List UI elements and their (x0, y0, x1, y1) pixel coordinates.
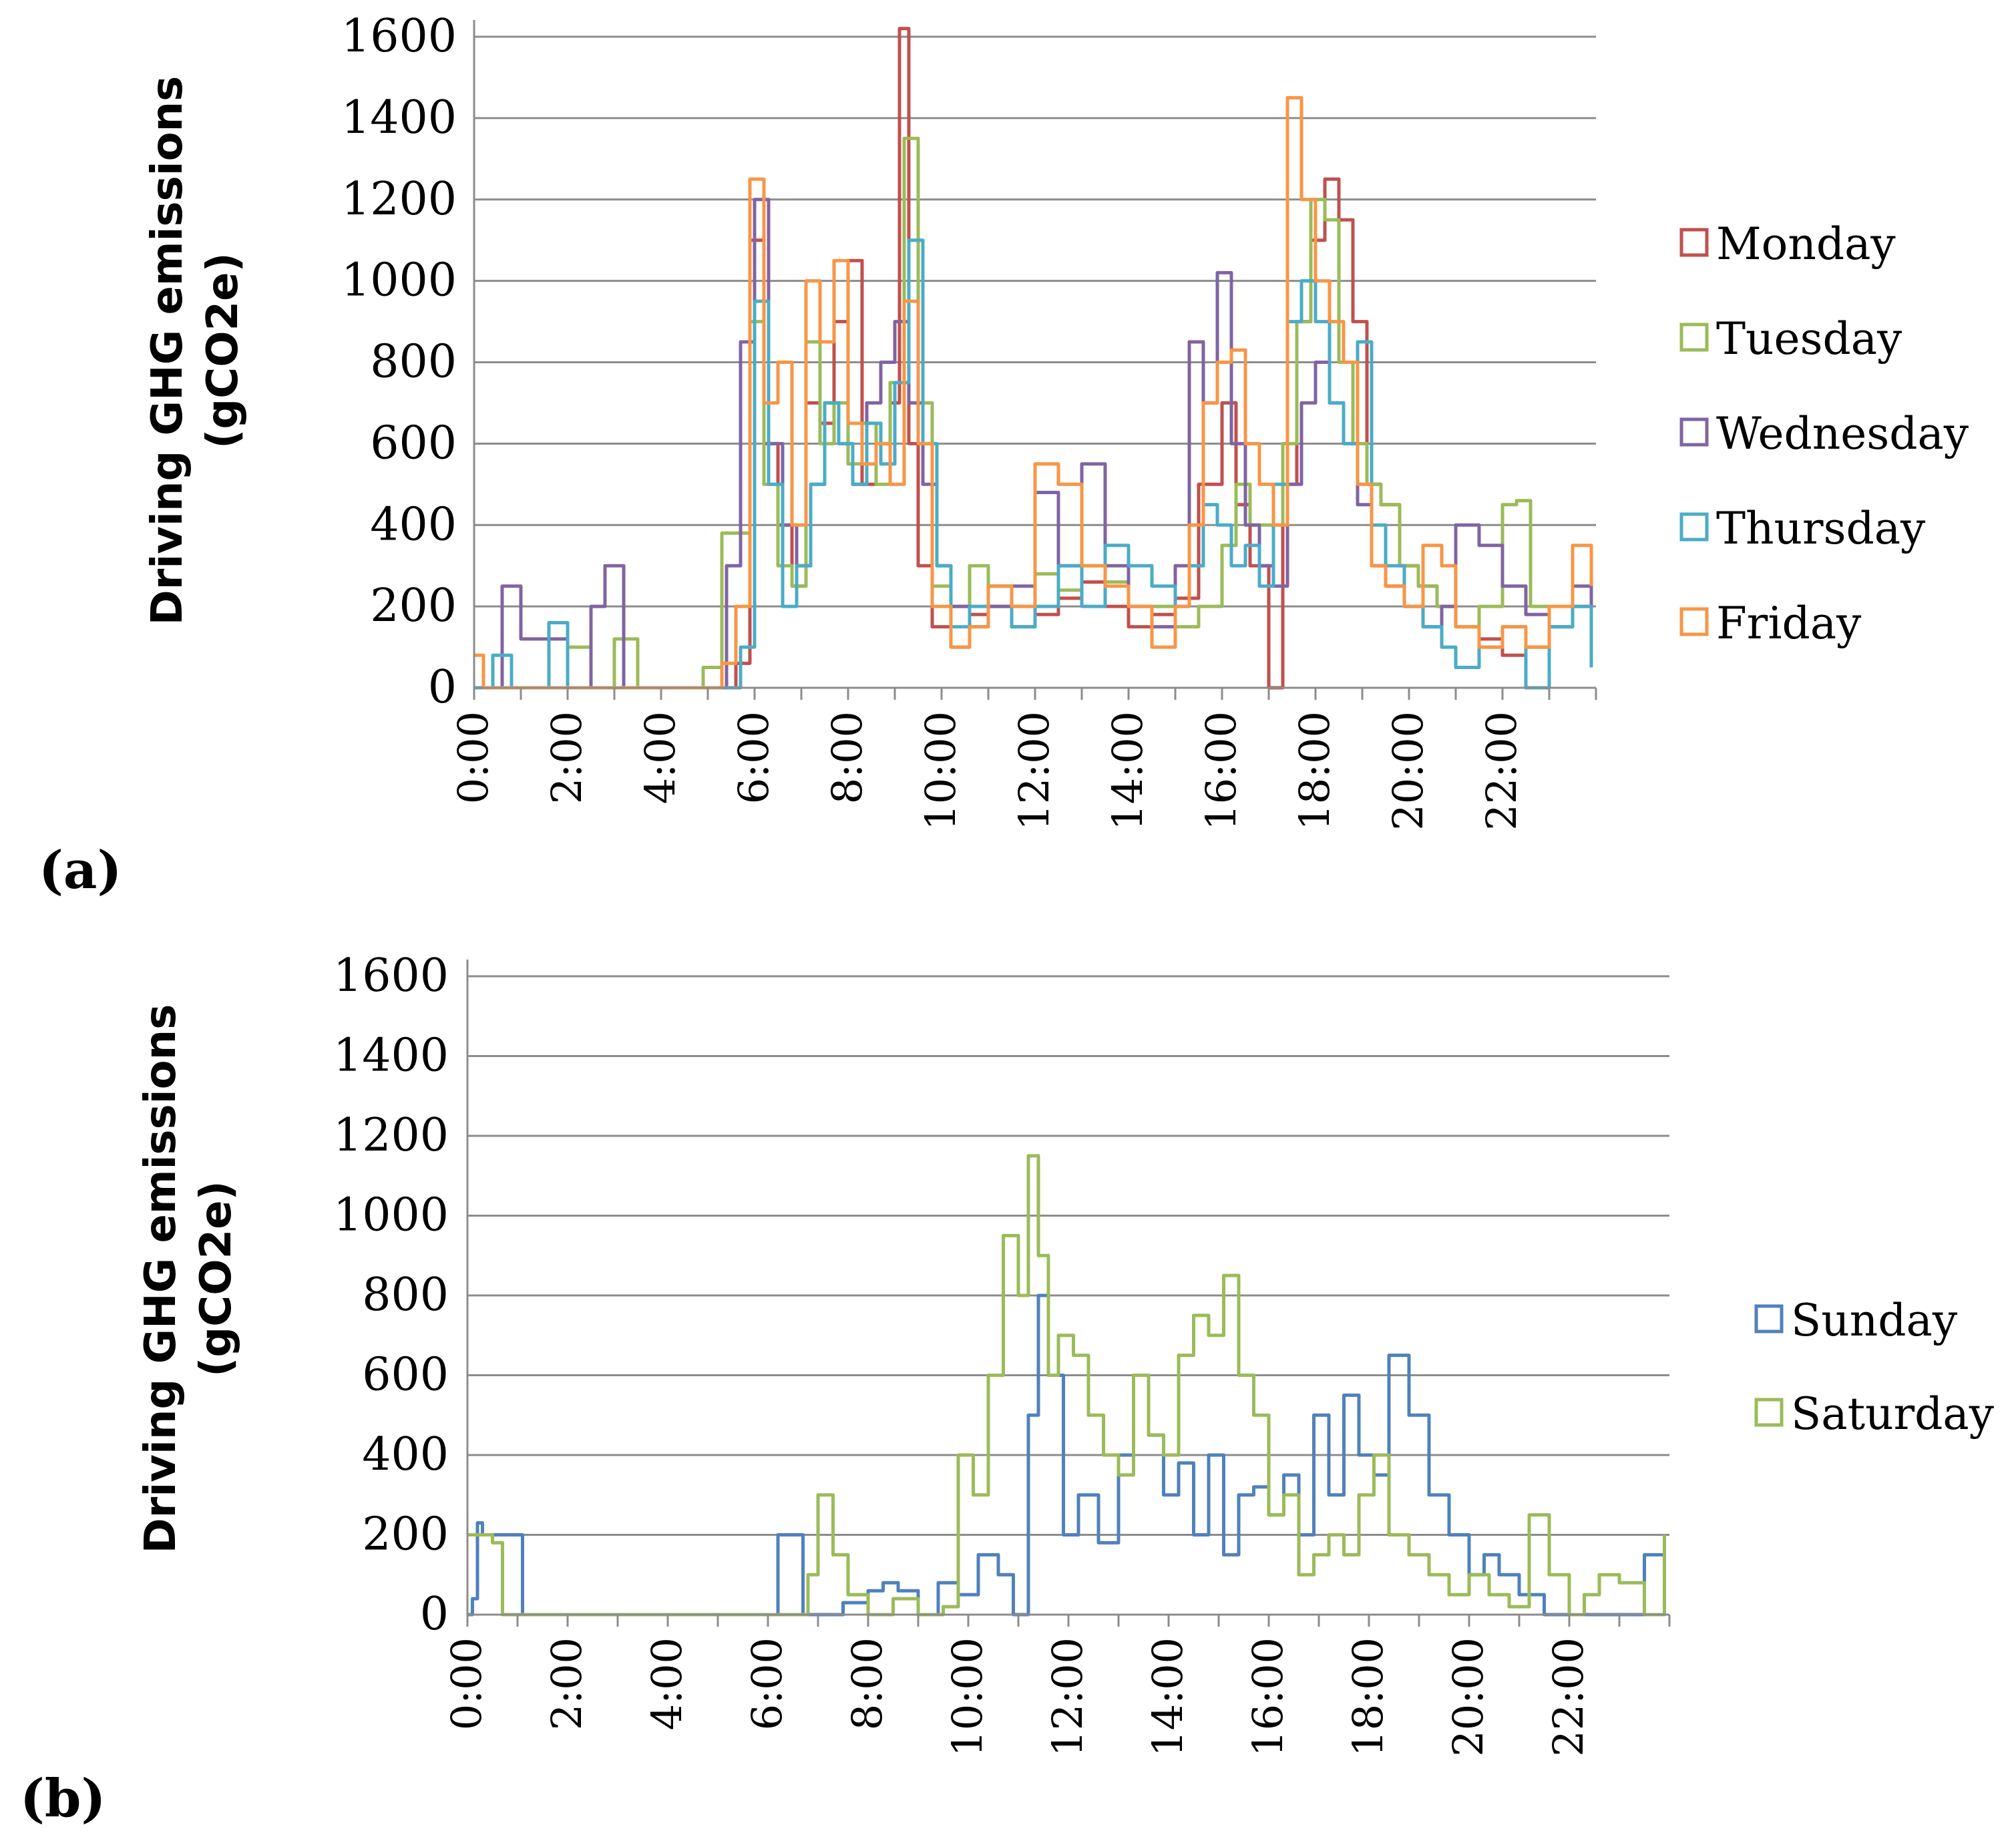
y-axis-label-a-line2: (gCO2e) (198, 252, 248, 449)
chart-panel-a: 0 200 400 600 800 1000 1200 1400 1600 0:00 2:00 4:0… (39, 10, 1969, 901)
x-tick-label-b-6: 6:00 (743, 1637, 791, 1730)
x-tick-label-b-0: 0:00 (442, 1637, 491, 1730)
x-tick-label-b-14: 14:00 (1143, 1637, 1192, 1757)
x-tick-label-b-22: 22:00 (1544, 1637, 1593, 1757)
y-tick-label-b-1600: 1600 (333, 950, 449, 1002)
x-tick-label-a-2: 2:00 (542, 711, 591, 804)
legend-label-monday: Monday (1716, 218, 1896, 270)
x-tick-label-a-12: 12:00 (1010, 711, 1058, 831)
x-tick-label-b-16: 16:00 (1243, 1637, 1292, 1757)
y-tick-label-b-600: 600 (362, 1349, 449, 1402)
x-tick-label-b-4: 4:00 (642, 1637, 691, 1730)
y-axis-label-b-line1: Driving GHG emissions (136, 1004, 186, 1554)
x-tick-label-b-12: 12:00 (1043, 1637, 1092, 1757)
y-tick-label-b-1000: 1000 (333, 1189, 449, 1242)
series-line-thursday (474, 238, 1593, 690)
y-tick-label-a-1400: 1400 (341, 91, 457, 144)
y-tick-label-b-400: 400 (362, 1428, 449, 1481)
x-tick-label-a-4: 4:00 (636, 711, 684, 804)
axes-b: 0 200 400 600 800 1000 1200 1400 1600 0:00 2:00 4:0… (333, 950, 1671, 1757)
x-tick-label-a-6: 6:00 (729, 711, 778, 804)
y-tick-label-b-1200: 1200 (333, 1109, 449, 1162)
legend-a: Monday Tuesday Wednesday Thursday Friday (1679, 218, 1969, 649)
legend-swatch-tuesday (1679, 323, 1709, 352)
panel-label-a: (a) (39, 840, 122, 901)
y-tick-label-a-600: 600 (370, 417, 457, 469)
y-tick-label-a-0: 0 (428, 661, 457, 714)
y-axis-label-b-line2: (gCO2e) (192, 1181, 241, 1377)
x-tick-label-b-10: 10:00 (943, 1637, 992, 1757)
series-line-friday (474, 95, 1593, 690)
legend-label-tuesday: Tuesday (1716, 313, 1902, 365)
series-line-saturday (467, 1154, 1666, 1617)
x-tick-label-a-22: 22:00 (1477, 711, 1526, 831)
x-tick-label-b-2: 2:00 (542, 1637, 591, 1730)
y-tick-label-a-800: 800 (370, 336, 457, 389)
x-tick-label-a-10: 10:00 (916, 711, 965, 831)
gridlines-b (467, 975, 1669, 1536)
panel-label-b: (b) (20, 1768, 106, 1829)
x-tick-label-a-0: 0:00 (449, 711, 497, 804)
y-tick-label-a-1200: 1200 (341, 173, 457, 226)
x-tick-label-a-8: 8:00 (823, 711, 871, 804)
x-tick-label-a-18: 18:00 (1290, 711, 1339, 831)
series-group-a (474, 27, 1593, 690)
legend-swatch-friday (1679, 607, 1709, 636)
axes-a: 0 200 400 600 800 1000 1200 1400 1600 0:00 2:00 4:0… (341, 10, 1597, 831)
x-tick-label-b-18: 18:00 (1344, 1637, 1392, 1757)
gridlines-a (474, 35, 1596, 608)
chart-panel-b: 0 200 400 600 800 1000 1200 1400 1600 0:00 2:00 4:0… (20, 950, 1995, 1829)
y-axis-label-a-line1: Driving GHG emissions (143, 76, 192, 626)
legend-label-wednesday: Wednesday (1716, 408, 1969, 459)
legend-swatch-sunday (1754, 1304, 1784, 1334)
x-tick-label-a-14: 14:00 (1103, 711, 1152, 831)
legend-label-friday: Friday (1716, 598, 1862, 649)
y-tick-label-a-400: 400 (370, 498, 457, 551)
legend-label-thursday: Thursday (1716, 503, 1926, 554)
y-tick-label-b-0: 0 (420, 1588, 449, 1641)
legend-swatch-saturday (1754, 1398, 1784, 1427)
legend-swatch-wednesday (1679, 417, 1709, 447)
y-tick-label-a-1600: 1600 (341, 10, 457, 63)
x-tick-label-b-8: 8:00 (843, 1637, 891, 1730)
y-tick-label-b-1400: 1400 (333, 1030, 449, 1082)
legend-swatch-monday (1679, 228, 1709, 257)
legend-swatch-thursday (1679, 512, 1709, 542)
x-tick-label-a-20: 20:00 (1384, 711, 1432, 831)
x-tick-label-a-16: 16:00 (1197, 711, 1245, 831)
y-tick-label-a-1000: 1000 (341, 254, 457, 307)
y-tick-label-b-200: 200 (362, 1508, 449, 1561)
series-group-b (467, 1154, 1666, 1617)
legend-label-saturday: Saturday (1791, 1388, 1995, 1440)
y-tick-label-a-200: 200 (370, 580, 457, 632)
legend-label-sunday: Sunday (1791, 1295, 1958, 1346)
legend-b: Sunday Saturday (1754, 1295, 1995, 1440)
x-tick-label-b-20: 20:00 (1444, 1637, 1492, 1757)
y-tick-label-b-800: 800 (362, 1269, 449, 1321)
